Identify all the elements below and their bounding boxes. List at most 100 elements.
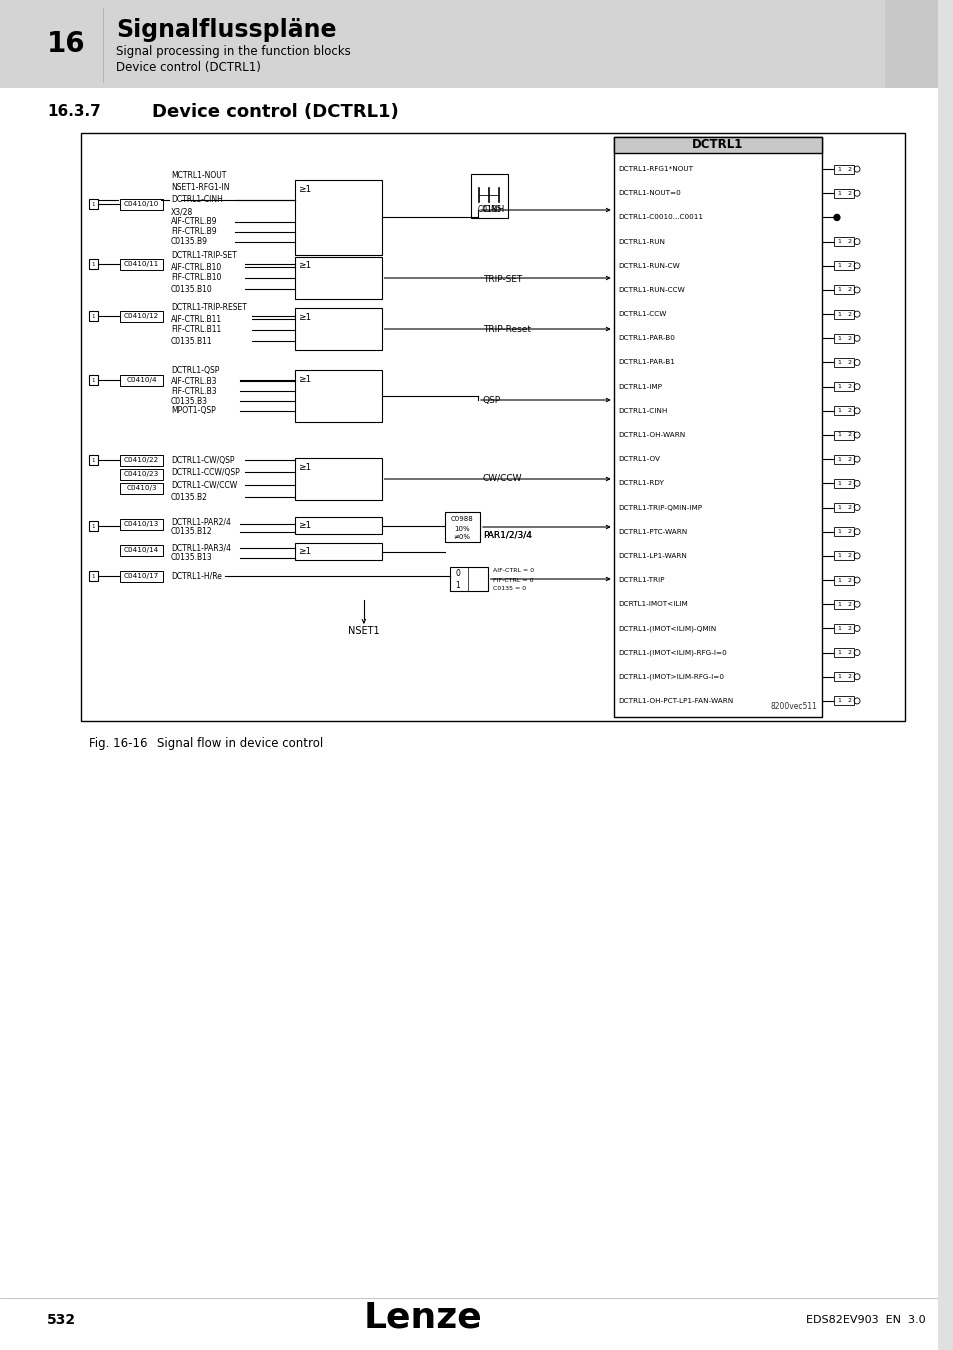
- Text: 532: 532: [47, 1314, 76, 1327]
- Text: 1: 1: [91, 524, 95, 528]
- Bar: [294, 370, 381, 423]
- Text: 2: 2: [846, 626, 850, 630]
- Bar: [833, 599, 853, 609]
- Text: Signal flow in device control: Signal flow in device control: [157, 737, 323, 751]
- Text: DCTRL1-CCW: DCTRL1-CCW: [618, 310, 666, 317]
- Bar: [833, 431, 853, 440]
- Text: DCTRL1-CINH: DCTRL1-CINH: [618, 408, 667, 414]
- Text: C0410/17: C0410/17: [124, 572, 159, 579]
- Text: 1: 1: [837, 239, 841, 244]
- Bar: [89, 310, 98, 321]
- Text: DCTRL1-OH-WARN: DCTRL1-OH-WARN: [618, 432, 685, 437]
- Text: Device control (DCTRL1): Device control (DCTRL1): [152, 103, 398, 122]
- Text: DCTRL1-NOUT=0: DCTRL1-NOUT=0: [618, 190, 680, 196]
- Text: CINH: CINH: [482, 205, 505, 215]
- Text: DCTRL1-PAR3/4: DCTRL1-PAR3/4: [171, 544, 231, 552]
- Text: AIF-CTRL.B11: AIF-CTRL.B11: [171, 315, 222, 324]
- Bar: [833, 504, 853, 512]
- Text: 2: 2: [846, 505, 850, 510]
- Text: DCTRL1-RFG1*NOUT: DCTRL1-RFG1*NOUT: [618, 166, 693, 171]
- Text: NSET1: NSET1: [348, 626, 379, 636]
- Bar: [120, 518, 163, 529]
- Bar: [294, 517, 381, 535]
- Text: 0: 0: [455, 570, 459, 579]
- Text: AIF-CTRL.B10: AIF-CTRL.B10: [171, 262, 222, 271]
- Text: Device control (DCTRL1): Device control (DCTRL1): [116, 61, 261, 73]
- Text: DCTRL1: DCTRL1: [692, 139, 742, 151]
- Text: Lenze: Lenze: [363, 1301, 482, 1335]
- Text: DCTRL1-CW/CCW: DCTRL1-CW/CCW: [171, 481, 237, 490]
- Bar: [294, 180, 381, 255]
- Text: 1: 1: [837, 312, 841, 317]
- Bar: [450, 567, 487, 591]
- Text: 1: 1: [837, 698, 841, 703]
- Text: NSET1-RFG1-IN: NSET1-RFG1-IN: [171, 184, 230, 193]
- Text: C0410/22: C0410/22: [124, 458, 159, 463]
- Bar: [833, 309, 853, 319]
- Bar: [120, 310, 163, 321]
- Text: DCTRL1-CINH: DCTRL1-CINH: [171, 196, 223, 204]
- Text: C0410/10: C0410/10: [124, 201, 159, 207]
- Bar: [120, 198, 163, 209]
- Text: C0135.B9: C0135.B9: [171, 238, 208, 247]
- Text: C0135.B13: C0135.B13: [171, 554, 213, 563]
- Text: 2: 2: [846, 263, 850, 269]
- Bar: [81, 134, 903, 721]
- Text: 2: 2: [846, 432, 850, 437]
- Bar: [833, 455, 853, 463]
- Text: DCTRL1-(IMOT<ILIM)-RFG-I=0: DCTRL1-(IMOT<ILIM)-RFG-I=0: [618, 649, 726, 656]
- Text: C0410/11: C0410/11: [124, 261, 159, 267]
- Text: 2: 2: [846, 312, 850, 317]
- Text: 1: 1: [837, 432, 841, 437]
- Text: C0988: C0988: [451, 516, 473, 522]
- Text: 1: 1: [837, 263, 841, 269]
- Text: FIF-CTRL.B9: FIF-CTRL.B9: [171, 228, 216, 236]
- Text: AIF-CTRL.B3: AIF-CTRL.B3: [171, 377, 217, 386]
- Text: C0135.B2: C0135.B2: [171, 493, 208, 501]
- Bar: [294, 256, 381, 298]
- Text: C0410/4: C0410/4: [126, 377, 156, 383]
- Text: 2: 2: [846, 336, 850, 340]
- Text: 2: 2: [846, 408, 850, 413]
- Text: 2: 2: [846, 456, 850, 462]
- Text: 1: 1: [837, 408, 841, 413]
- Text: C0410/3: C0410/3: [126, 485, 156, 491]
- Text: 16: 16: [47, 30, 86, 58]
- Text: X3/28: X3/28: [171, 208, 193, 216]
- Bar: [120, 482, 163, 494]
- Text: 1: 1: [837, 166, 841, 171]
- Text: TRIP-Reset: TRIP-Reset: [482, 325, 530, 335]
- Text: 1: 1: [91, 574, 95, 579]
- Text: 2: 2: [846, 698, 850, 703]
- Text: DCTRL1-C0010...C0011: DCTRL1-C0010...C0011: [618, 215, 703, 220]
- Bar: [833, 238, 853, 246]
- Bar: [833, 479, 853, 487]
- Bar: [833, 189, 853, 197]
- Text: Fig. 16-16: Fig. 16-16: [89, 737, 147, 751]
- Bar: [0, 0, 937, 88]
- Text: AIF-CTRL.B9: AIF-CTRL.B9: [171, 217, 217, 227]
- Text: 10%: 10%: [454, 526, 470, 532]
- Bar: [613, 136, 821, 717]
- Text: CW/CCW: CW/CCW: [482, 474, 522, 482]
- Text: DCTRL1-RUN-CCW: DCTRL1-RUN-CCW: [618, 288, 684, 293]
- Text: 1: 1: [837, 481, 841, 486]
- Text: C0135.B10: C0135.B10: [171, 285, 213, 293]
- Bar: [833, 333, 853, 343]
- Text: 1: 1: [837, 385, 841, 389]
- Text: 16.3.7: 16.3.7: [47, 104, 101, 120]
- Circle shape: [833, 215, 839, 220]
- Text: 1: 1: [91, 262, 95, 266]
- Text: DCTRL1-(IMOT<ILIM)-QMIN: DCTRL1-(IMOT<ILIM)-QMIN: [618, 625, 716, 632]
- Text: DCTRL1-PTC-WARN: DCTRL1-PTC-WARN: [618, 529, 687, 535]
- Bar: [833, 165, 853, 174]
- Bar: [89, 198, 98, 209]
- Text: ≥1: ≥1: [297, 374, 311, 383]
- Bar: [833, 575, 853, 585]
- Text: DCTRL1-TRIP: DCTRL1-TRIP: [618, 576, 664, 583]
- Text: ≥1: ≥1: [297, 463, 311, 471]
- Text: DCTRL1-TRIP-QMIN-IMP: DCTRL1-TRIP-QMIN-IMP: [618, 505, 702, 510]
- Text: 2: 2: [846, 166, 850, 171]
- Bar: [120, 544, 163, 555]
- Text: DCTRL1-TRIP-SET: DCTRL1-TRIP-SET: [171, 251, 236, 261]
